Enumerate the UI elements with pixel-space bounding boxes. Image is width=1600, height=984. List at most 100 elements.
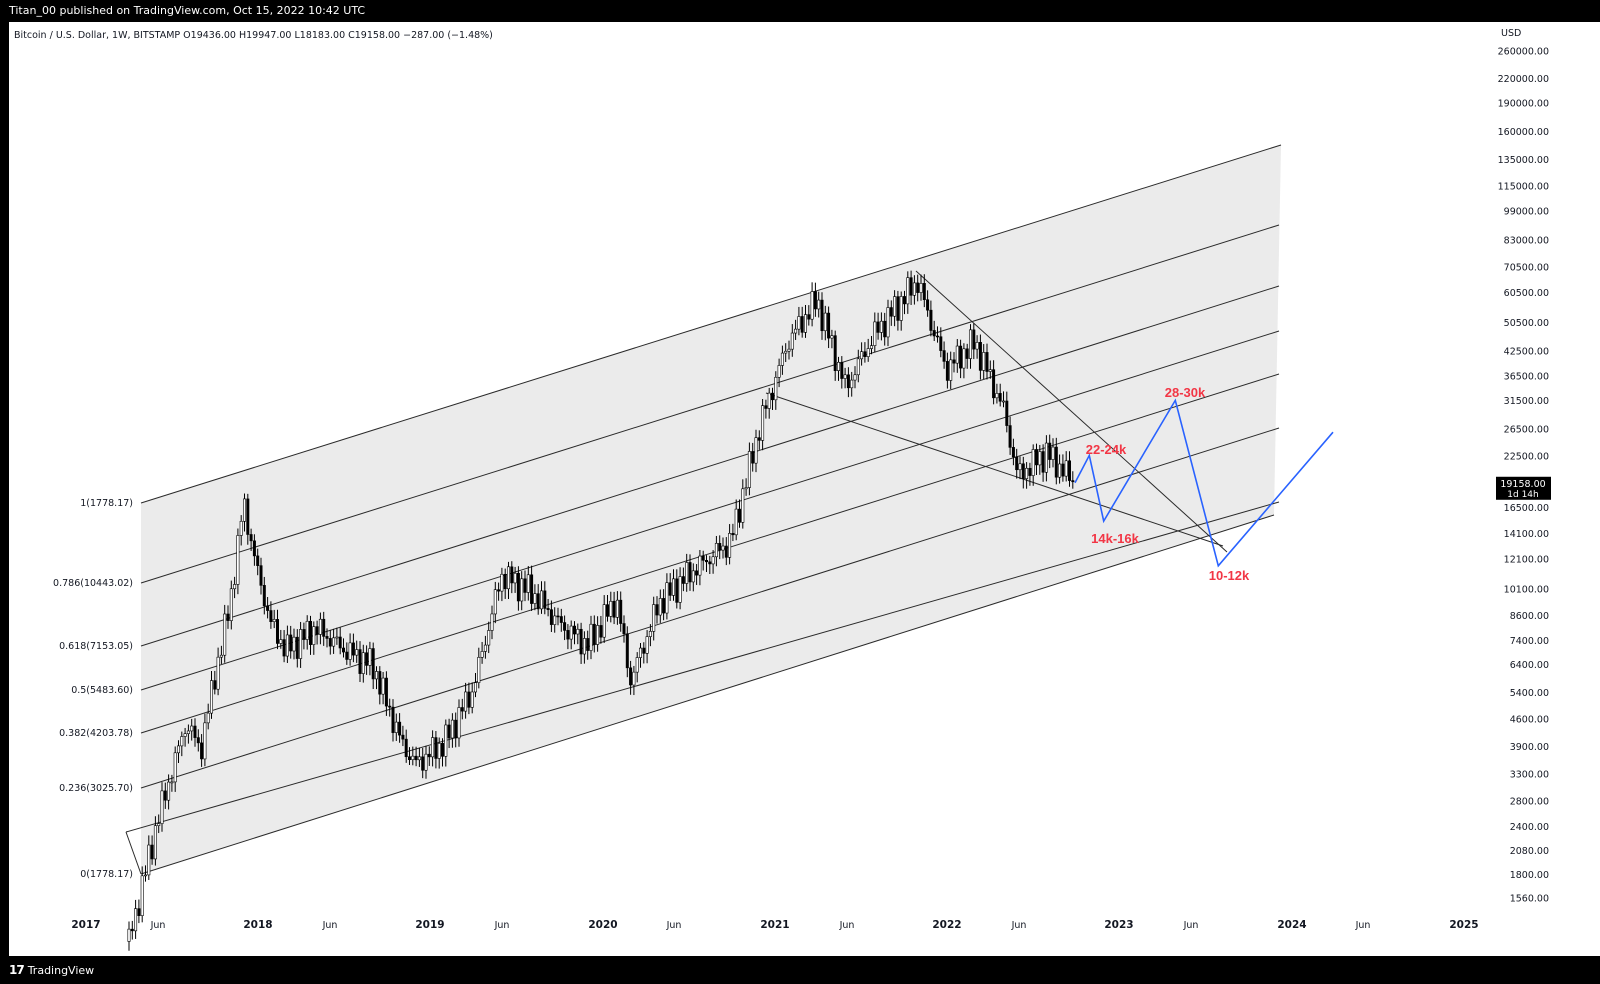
- candle-body: [127, 928, 131, 942]
- candle-body: [790, 332, 794, 350]
- candle-body: [259, 565, 263, 586]
- candle-body: [444, 724, 448, 757]
- fib-level-label: 0(1778.17): [80, 869, 133, 880]
- y-tick-label: 4600.00: [1510, 714, 1549, 725]
- candle-body: [493, 589, 497, 615]
- candle-body: [355, 649, 359, 656]
- candle-body: [318, 618, 322, 635]
- candle-body: [216, 656, 220, 690]
- candle-body: [922, 283, 926, 301]
- candle-body: [916, 282, 920, 293]
- candle-body: [645, 636, 649, 654]
- candle-body: [470, 691, 474, 708]
- last-price-value: 19158.00: [1500, 479, 1545, 490]
- price-target-annotation: 28-30k: [1165, 385, 1206, 400]
- fib-level-label: 0.236(3025.70): [59, 783, 133, 794]
- candle-body: [348, 642, 352, 660]
- candle-body: [968, 329, 972, 359]
- candle-body: [959, 345, 963, 369]
- candle-body: [579, 628, 583, 655]
- candle-body: [912, 282, 916, 296]
- candle-body: [559, 616, 563, 623]
- candle-body: [196, 737, 200, 744]
- candle-body: [391, 706, 395, 733]
- candle-body: [1001, 400, 1005, 403]
- candle-body: [813, 291, 817, 310]
- candle-body: [249, 534, 253, 542]
- candle-body: [361, 652, 365, 674]
- y-tick-label: 36500.00: [1504, 372, 1549, 383]
- candle-body: [523, 578, 527, 593]
- symbol-legend[interactable]: Bitcoin / U.S. Dollar, 1W, BITSTAMP O194…: [14, 30, 493, 41]
- candle-body: [932, 330, 936, 337]
- candle-body: [299, 629, 303, 659]
- y-tick-label: 2080.00: [1510, 846, 1549, 857]
- candle-body: [952, 359, 956, 364]
- candle-body: [582, 638, 586, 655]
- price-target-annotation: 10-12k: [1209, 568, 1250, 583]
- candle-body: [536, 593, 540, 610]
- candle-body: [671, 578, 675, 596]
- candle-body: [787, 348, 791, 352]
- candle-body: [1035, 449, 1039, 466]
- candle-body: [262, 585, 266, 607]
- candle-body: [407, 756, 411, 760]
- candle-body: [784, 350, 788, 354]
- candle-body: [170, 781, 174, 784]
- y-tick-label: 1800.00: [1510, 870, 1549, 881]
- candle-body: [341, 647, 345, 653]
- y-tick-label: 135000.00: [1498, 155, 1549, 166]
- fib-channel-line: [140, 373, 1280, 734]
- candle-body: [823, 312, 827, 332]
- candle-body: [411, 755, 415, 760]
- candle-body: [1064, 460, 1068, 477]
- candle-body: [576, 628, 580, 635]
- candle-body: [226, 613, 230, 621]
- x-tick-label: Jun: [322, 920, 338, 931]
- y-tick-label: 83000.00: [1504, 236, 1549, 247]
- candle-body: [889, 307, 893, 317]
- y-tick-label: 7400.00: [1510, 636, 1549, 647]
- candle-body: [737, 508, 741, 523]
- candle-body: [404, 738, 408, 758]
- publisher-text: Titan_00 published on TradingView.com, O…: [9, 4, 366, 17]
- candle-body: [962, 348, 966, 369]
- candle-body: [619, 599, 623, 624]
- tradingview-logo[interactable]: 17 TradingView: [9, 963, 94, 977]
- candle-body: [279, 639, 283, 644]
- candle-body: [378, 671, 382, 695]
- candle-body: [704, 560, 708, 563]
- lower-trendline: [125, 831, 142, 875]
- price-chart[interactable]: 1(1778.17) 0.786(10443.02) 0.618(7153.05) 0…: [9, 22, 1600, 956]
- candle-body: [1015, 456, 1019, 471]
- candle-body: [1038, 451, 1042, 466]
- candle-body: [1028, 467, 1032, 476]
- candle-body: [638, 647, 642, 658]
- candle-body: [467, 691, 471, 708]
- chart-panel[interactable]: 1(1778.17) 0.786(10443.02) 0.618(7153.05) 0…: [9, 22, 1600, 956]
- candle-body: [1031, 449, 1035, 476]
- candle-body: [856, 358, 860, 376]
- candle-body: [724, 545, 728, 558]
- candle-body: [817, 299, 821, 310]
- candle-body: [629, 667, 633, 686]
- candle-body: [289, 634, 293, 652]
- x-tick-label: Jun: [494, 920, 510, 931]
- candle-body: [754, 437, 758, 464]
- candle-body: [477, 657, 481, 683]
- candle-body: [982, 352, 986, 371]
- candle-body: [708, 561, 712, 565]
- candle-body: [1041, 451, 1045, 473]
- candle-body: [371, 648, 375, 680]
- candle-body: [233, 584, 237, 590]
- candle-body: [246, 498, 250, 535]
- candle-body: [275, 619, 279, 644]
- candle-body: [186, 730, 190, 734]
- candle-body: [401, 734, 405, 740]
- candle-body: [1054, 446, 1058, 478]
- candle-body: [820, 299, 824, 332]
- candle-body: [1025, 467, 1029, 479]
- candle-body: [190, 725, 194, 732]
- x-tick-label: 2018: [243, 919, 272, 931]
- y-tick-label: 5400.00: [1510, 688, 1549, 699]
